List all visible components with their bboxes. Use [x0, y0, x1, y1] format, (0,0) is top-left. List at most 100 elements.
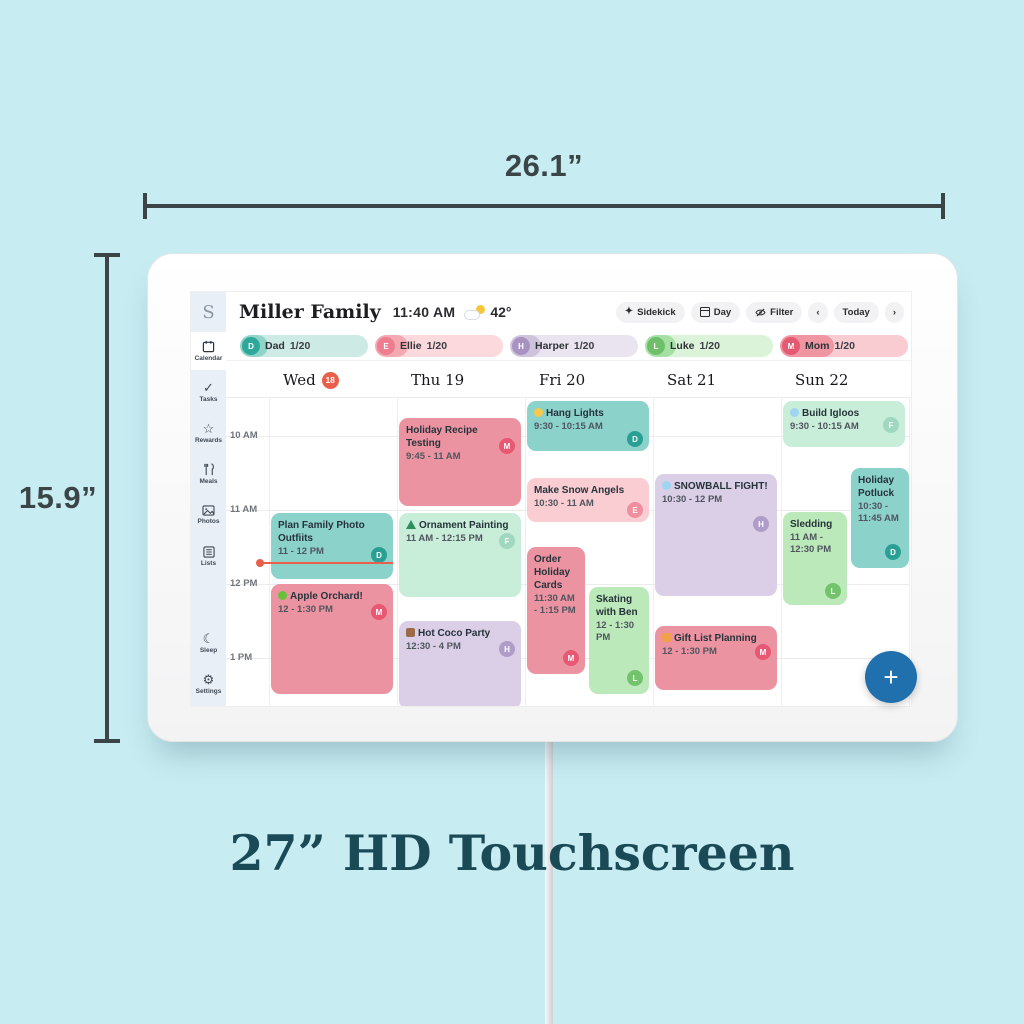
photo-icon	[202, 505, 215, 516]
event-card[interactable]: Holiday Recipe Testing 9:45 - 11 AM M	[399, 418, 521, 506]
week-calendar: Wed 18 Thu 19 Fri 20 Sat 21 Sun 22 10 AM …	[226, 360, 911, 706]
calendar-icon	[699, 307, 710, 317]
event-card[interactable]: Build Igloos 9:30 - 10:15 AM F	[783, 401, 905, 447]
day-view-button[interactable]: Day	[690, 301, 741, 323]
member-chip-mom[interactable]: M Mom 1/20	[780, 335, 908, 357]
skylight-logo: S	[191, 292, 226, 332]
eye-off-icon	[755, 308, 766, 316]
current-time-indicator	[256, 559, 393, 567]
calendar-icon	[202, 340, 215, 353]
check-icon: ✓	[203, 380, 214, 395]
header-buttons: ✦ Sidekick Day Filter ‹ Today ›	[615, 301, 911, 323]
day-header-row: Wed 18 Thu 19 Fri 20 Sat 21 Sun 22	[226, 360, 911, 398]
event-card[interactable]: Hang Lights 9:30 - 10:15 AM D	[527, 401, 649, 451]
time-label: 10 AM	[230, 430, 258, 441]
day-header-thu[interactable]: Thu 19	[411, 371, 465, 389]
apple-icon	[278, 591, 287, 600]
member-chip-ellie[interactable]: E Ellie 1/20	[375, 335, 503, 357]
day-column-sun: Build Igloos 9:30 - 10:15 AM F Sledding …	[781, 398, 909, 706]
avatar: M	[563, 650, 579, 666]
time-grid: 10 AM 11 AM 12 PM 1 PM Plan Family Photo…	[226, 398, 911, 706]
sidebar-item-tasks[interactable]: ✓ Tasks	[199, 380, 218, 403]
partly-sunny-icon	[465, 305, 486, 319]
event-card[interactable]: Plan Family Photo Outfiits 11 - 12 PM D	[271, 513, 393, 579]
time-label: 11 AM	[230, 504, 258, 515]
sidebar-item-photos[interactable]: Photos	[191, 496, 226, 534]
day-column-sat: SNOWBALL FIGHT! 10:30 - 12 PM H Gift Lis…	[653, 398, 781, 706]
event-card[interactable]: Order Holiday Cards 11:30 AM - 1:15 PM M	[527, 547, 585, 674]
avatar: E	[377, 337, 395, 355]
time-label: 12 PM	[230, 578, 258, 589]
filter-button[interactable]: Filter	[746, 301, 803, 323]
day-column-thu: Holiday Recipe Testing 9:45 - 11 AM M Or…	[397, 398, 525, 706]
next-week-button[interactable]: ›	[884, 301, 904, 323]
clock: 11:40 AM	[392, 304, 456, 320]
touchscreen[interactable]: S Miller Family 11:40 AM 42° ✦ Sidekick D…	[191, 292, 911, 706]
sidebar-item-rewards[interactable]: ☆ Rewards	[194, 421, 223, 444]
height-dimension-line	[94, 253, 120, 743]
plus-icon: +	[883, 661, 899, 692]
avatar: D	[371, 547, 387, 563]
caption-text: 27” HD Touchscreen	[229, 824, 795, 882]
star-icon: ☆	[202, 421, 215, 436]
cocoa-icon	[406, 628, 415, 637]
sidekick-button[interactable]: ✦ Sidekick	[615, 301, 685, 323]
sidebar-item-meals[interactable]: Meals	[191, 455, 226, 493]
sidebar-item-calendar[interactable]: Calendar	[191, 332, 226, 370]
day-column-fri: Hang Lights 9:30 - 10:15 AM D Make Snow …	[525, 398, 653, 706]
power-cable	[545, 732, 553, 1024]
utensils-icon	[203, 463, 214, 476]
today-button[interactable]: Today	[833, 301, 879, 323]
member-chip-luke[interactable]: L Luke 1/20	[645, 335, 773, 357]
avatar: L	[647, 337, 665, 355]
lights-icon	[534, 408, 543, 417]
width-dimension-label: 26.1”	[504, 148, 584, 183]
avatar: M	[499, 438, 515, 454]
time-label: 1 PM	[230, 652, 253, 663]
avatar: D	[627, 431, 643, 447]
day-header-sat[interactable]: Sat 21	[667, 371, 717, 389]
add-event-button[interactable]: +	[865, 651, 917, 703]
avatar: H	[499, 641, 515, 657]
avatar: M	[782, 337, 800, 355]
avatar: D	[885, 544, 901, 560]
day-header-fri[interactable]: Fri 20	[539, 371, 586, 389]
avatar: H	[753, 516, 769, 532]
event-card[interactable]: Skating with Ben 12 - 1:30 PM L	[589, 587, 649, 694]
event-card[interactable]: Ornament Painting 11 AM - 12:15 PM F	[399, 513, 521, 597]
day-header-sun[interactable]: Sun 22	[795, 371, 849, 389]
avatar: L	[627, 670, 643, 686]
member-chip-harper[interactable]: H Harper 1/20	[510, 335, 638, 357]
width-dimension-line	[143, 193, 945, 219]
event-card[interactable]: Make Snow Angels 10:30 - 11 AM E	[527, 478, 649, 522]
avatar: F	[883, 417, 899, 433]
avatar: F	[499, 533, 515, 549]
app-header: S Miller Family 11:40 AM 42° ✦ Sidekick D…	[191, 292, 911, 332]
snowflake-icon	[790, 408, 799, 417]
event-card[interactable]: Gift List Planning 12 - 1:30 PM M	[655, 626, 777, 690]
temperature: 42°	[490, 304, 512, 320]
member-chip-dad[interactable]: D Dad 1/20	[240, 335, 368, 357]
event-card[interactable]: Holiday Potluck 10:30 - 11:45 AM D	[851, 468, 909, 568]
snowflake-icon	[662, 481, 671, 490]
sidebar-item-sleep[interactable]: ☾ Sleep	[199, 631, 218, 654]
event-card[interactable]: Sledding 11 AM - 12:30 PM L	[783, 512, 847, 605]
sidebar-nav: Calendar ✓ Tasks ☆ Rewards Meals Photos	[191, 332, 226, 706]
event-card[interactable]: SNOWBALL FIGHT! 10:30 - 12 PM H	[655, 474, 777, 596]
event-card[interactable]: Hot Coco Party 12:30 - 4 PM H	[399, 621, 521, 706]
prev-week-button[interactable]: ‹	[808, 301, 828, 323]
sidebar-item-settings[interactable]: ⚙ Settings	[195, 672, 222, 695]
tree-icon	[406, 520, 416, 529]
member-chip-row: D Dad 1/20 E Ellie 1/20 H Harper 1/20 L Luke 1/2…	[226, 332, 911, 360]
moon-icon: ☾	[202, 631, 215, 646]
gift-icon	[662, 633, 671, 642]
avatar: H	[512, 337, 530, 355]
family-title: Miller Family	[239, 301, 381, 323]
gear-icon: ⚙	[202, 672, 215, 687]
event-card[interactable]: Apple Orchard! 12 - 1:30 PM M	[271, 584, 393, 694]
sidebar-item-lists[interactable]: Lists	[191, 537, 226, 575]
avatar: D	[242, 337, 260, 355]
height-dimension-label: 15.9”	[18, 480, 98, 515]
day-header-wed[interactable]: Wed 18	[269, 361, 397, 399]
